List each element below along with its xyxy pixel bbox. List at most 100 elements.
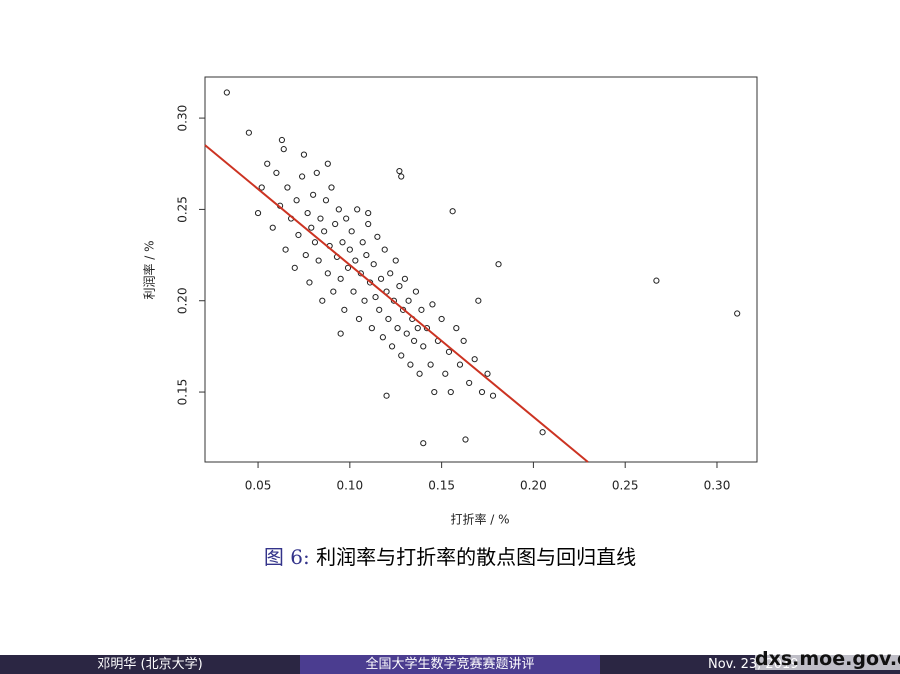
point xyxy=(278,136,286,144)
point xyxy=(377,275,385,282)
y-tick-label: 0.20 xyxy=(176,287,190,314)
point xyxy=(319,297,326,304)
point xyxy=(359,239,366,246)
point xyxy=(324,160,331,167)
point xyxy=(401,275,409,282)
point xyxy=(313,169,320,176)
point xyxy=(414,325,421,332)
point xyxy=(335,206,342,213)
point xyxy=(453,325,460,332)
point xyxy=(254,209,262,217)
point xyxy=(332,220,339,228)
point xyxy=(321,228,328,235)
point xyxy=(302,251,309,259)
point xyxy=(379,334,386,341)
point xyxy=(372,293,379,301)
point xyxy=(300,151,308,158)
x-tick-label: 0.15 xyxy=(428,479,455,493)
point xyxy=(311,239,319,246)
point xyxy=(438,315,445,323)
point xyxy=(354,206,361,213)
point xyxy=(370,261,377,268)
point xyxy=(734,310,741,317)
point xyxy=(489,392,497,399)
point xyxy=(374,233,381,240)
point xyxy=(423,325,431,332)
point xyxy=(282,246,289,253)
point xyxy=(350,288,357,295)
point xyxy=(449,208,456,215)
point xyxy=(420,440,427,447)
point xyxy=(258,184,265,191)
caption-label: 图 6: xyxy=(263,545,310,569)
point xyxy=(368,325,375,332)
point xyxy=(462,436,469,443)
x-tick-label: 0.25 xyxy=(612,479,639,493)
point xyxy=(442,370,449,377)
point xyxy=(269,224,276,231)
point xyxy=(293,197,300,204)
point xyxy=(460,337,467,345)
point xyxy=(352,257,359,264)
point xyxy=(403,330,410,337)
watermark: dxs.moe.gov.cn xyxy=(755,648,900,670)
y-tick-label: 0.15 xyxy=(176,379,190,406)
y-axis-label: 利润率 / % xyxy=(142,240,157,299)
point xyxy=(456,361,464,368)
point xyxy=(484,370,491,377)
point xyxy=(447,388,454,396)
point xyxy=(420,343,427,350)
point xyxy=(392,257,399,264)
point xyxy=(385,315,392,323)
point xyxy=(445,348,453,355)
y-tick-label: 0.25 xyxy=(175,196,189,223)
footer-author: 邓明华 (北京大学) xyxy=(0,655,300,674)
point xyxy=(394,325,401,332)
point xyxy=(387,270,394,277)
point xyxy=(343,215,350,222)
point xyxy=(324,270,331,277)
x-tick-label: 0.10 xyxy=(336,479,363,493)
point xyxy=(245,129,252,136)
point xyxy=(317,215,324,222)
point xyxy=(495,261,502,268)
point xyxy=(264,160,271,167)
point xyxy=(366,279,374,286)
point xyxy=(328,184,335,191)
point xyxy=(295,231,302,239)
point xyxy=(337,275,344,282)
point xyxy=(412,288,420,295)
footer-title: 全国大学生数学竞赛赛题讲评 xyxy=(300,655,600,674)
caption: 图 6: 利润率与打折率的散点图与回归直线 xyxy=(0,541,900,570)
point xyxy=(299,173,306,180)
point xyxy=(357,270,364,277)
point xyxy=(427,361,434,368)
point xyxy=(388,343,396,350)
plot-frame xyxy=(204,76,758,463)
point xyxy=(653,277,660,284)
point xyxy=(431,388,438,396)
point xyxy=(346,246,353,253)
point xyxy=(396,167,403,175)
point xyxy=(310,191,317,198)
point xyxy=(284,184,291,191)
point xyxy=(466,379,473,387)
point xyxy=(361,297,368,304)
point xyxy=(291,264,298,271)
point xyxy=(376,306,383,313)
point xyxy=(337,330,344,337)
point xyxy=(398,352,405,359)
point xyxy=(539,429,546,436)
point xyxy=(429,301,436,308)
y-tick-label: 0.30 xyxy=(176,105,190,132)
point xyxy=(471,356,478,363)
point xyxy=(348,228,355,235)
point xyxy=(381,246,388,253)
point xyxy=(355,315,363,323)
point xyxy=(398,173,405,180)
point xyxy=(390,297,397,304)
x-tick-label: 0.30 xyxy=(704,479,731,493)
point xyxy=(339,239,346,246)
point xyxy=(407,361,414,368)
